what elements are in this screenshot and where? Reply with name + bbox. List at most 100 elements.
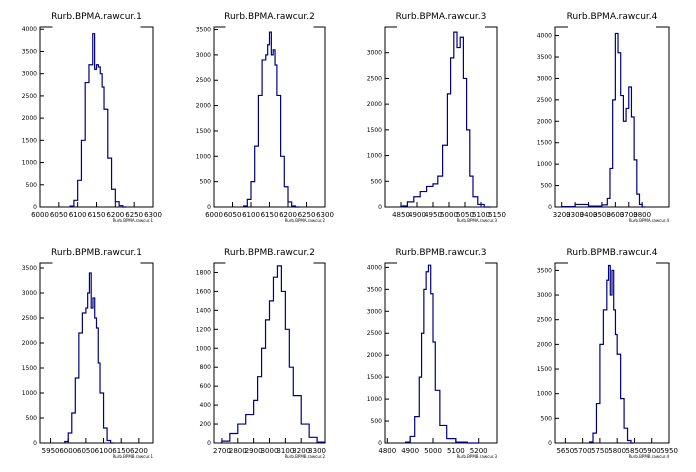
- x-tick-label: 3800: [633, 211, 651, 219]
- y-tick-label: 1000: [537, 391, 552, 398]
- y-tick-label: 2500: [367, 330, 382, 337]
- x-tick-label: 4850: [392, 211, 410, 219]
- x-tick-label: 6250: [298, 211, 316, 219]
- x-tick-label: 3300: [308, 447, 326, 455]
- y-tick-label: 0: [207, 440, 211, 447]
- y-tick-label: 600: [200, 383, 212, 390]
- y-tick-label: 3500: [367, 286, 382, 293]
- title-box: [568, 22, 656, 32]
- x-tick-label: 6200: [106, 211, 124, 219]
- x-tick-label: 5850: [626, 447, 644, 455]
- x-axis-title: Rurb.BPMB.rawcur.4: [629, 454, 670, 459]
- chart-title: Rurb.BPMB.rawcur.2: [224, 248, 315, 258]
- histogram-panel: Rurb.BPMB.rawcur.1 5950 6000 6050 6100 6150 62…: [22, 248, 154, 459]
- x-tick-label: 6000: [59, 447, 77, 455]
- x-tick-label: 6200: [279, 211, 297, 219]
- y-tick-label: 3000: [537, 292, 552, 299]
- x-tick-label: 3600: [606, 211, 624, 219]
- y-tick-label: 500: [26, 182, 38, 189]
- x-axis-title: Rurb.BPMB.rawcur.1: [113, 454, 154, 459]
- chart-title: Rurb.BPMB.rawcur.1: [51, 248, 142, 258]
- y-tick-label: 0: [207, 204, 211, 211]
- y-tick-label: 4000: [367, 264, 382, 271]
- y-tick-label: 500: [26, 415, 38, 422]
- y-tick-label: 2000: [367, 352, 382, 359]
- x-tick-label: 5700: [574, 447, 592, 455]
- x-tick-label: 4800: [378, 447, 396, 455]
- y-tick-label: 500: [200, 179, 212, 186]
- y-tick-label: 800: [200, 364, 212, 371]
- y-tick-label: 2000: [196, 103, 211, 110]
- chart-title: Rurb.BPMA.rawcur.2: [224, 12, 315, 22]
- plot-frame: [213, 26, 326, 208]
- x-tick-label: 5750: [591, 447, 609, 455]
- histogram-series: [588, 264, 635, 444]
- histogram-panel: Rurb.BPMA.rawcur.2 6000 6050 6100 6150 6200 62…: [196, 12, 334, 223]
- histogram-series: [221, 265, 326, 443]
- x-tick-label: 6100: [242, 211, 260, 219]
- y-tick-label: 2000: [537, 341, 552, 348]
- x-tick-label: 6050: [50, 211, 68, 219]
- chart-title: Rurb.BPMA.rawcur.4: [567, 12, 658, 22]
- y-tick-label: 1800: [196, 269, 211, 276]
- x-tick-label: 2700: [213, 447, 231, 455]
- y-tick-label: 1000: [537, 161, 552, 168]
- x-tick-label: 6250: [125, 211, 143, 219]
- y-tick-label: 0: [378, 440, 382, 447]
- title-box: [397, 22, 485, 32]
- y-tick-label: 0: [378, 204, 382, 211]
- plot-frame: [384, 262, 498, 444]
- x-tick-label: 5800: [608, 447, 626, 455]
- y-tick-label: 200: [200, 421, 212, 428]
- y-tick-label: 3000: [22, 71, 37, 78]
- chart-title: Rurb.BPMB.rawcur.4: [567, 248, 658, 258]
- y-tick-label: 400: [200, 402, 212, 409]
- y-tick-label: 500: [541, 415, 553, 422]
- x-tick-label: 5950: [660, 447, 678, 455]
- y-tick-label: 3000: [196, 52, 211, 59]
- x-tick-label: 3200: [553, 211, 571, 219]
- y-tick-label: 1600: [196, 288, 211, 295]
- y-tick-label: 2500: [22, 93, 37, 100]
- x-tick-label: 6050: [224, 211, 242, 219]
- x-tick-label: 3200: [292, 447, 310, 455]
- x-tick-label: 2900: [245, 447, 263, 455]
- x-tick-label: 5050: [456, 211, 474, 219]
- y-tick-label: 2500: [22, 315, 37, 322]
- x-tick-label: 5150: [488, 211, 506, 219]
- title-box: [568, 258, 656, 268]
- histogram-panel: Rurb.BPMB.rawcur.2 2700280029003000310032…: [196, 248, 326, 459]
- x-tick-label: 3300: [566, 211, 584, 219]
- histogram-panel: Rurb.BPMA.rawcur.43200330034003500360037…: [537, 12, 670, 223]
- histogram-panel: Rurb.BPMB.rawcur.3 4800 4900 5000 5100 5200 0 5…: [367, 248, 498, 459]
- x-tick-label: 6300: [316, 211, 334, 219]
- x-tick-label: 6100: [69, 211, 87, 219]
- y-tick-label: 3000: [22, 290, 37, 297]
- y-tick-label: 3000: [537, 75, 552, 82]
- x-tick-label: 3100: [276, 447, 294, 455]
- y-tick-label: 1500: [367, 374, 382, 381]
- x-tick-label: 6150: [88, 211, 106, 219]
- x-tick-label: 5000: [424, 447, 442, 455]
- chart-title: Rurb.BPMA.rawcur.1: [51, 12, 142, 22]
- y-tick-label: 1500: [537, 366, 552, 373]
- x-tick-label: 3700: [620, 211, 638, 219]
- x-tick-label: 4900: [401, 447, 419, 455]
- x-axis-title: Rurb.BPMB.rawcur.2: [285, 454, 326, 459]
- y-tick-label: 2000: [537, 118, 552, 125]
- y-tick-label: 1000: [22, 390, 37, 397]
- y-tick-label: 1500: [22, 137, 37, 144]
- histogram-series: [64, 272, 115, 444]
- y-tick-label: 3500: [22, 265, 37, 272]
- y-tick-label: 3500: [196, 27, 211, 34]
- x-tick-label: 6050: [77, 447, 95, 455]
- x-tick-label: 5100: [447, 447, 465, 455]
- y-tick-label: 1500: [22, 365, 37, 372]
- title-box: [225, 258, 314, 268]
- y-tick-label: 1000: [22, 160, 37, 167]
- title-box: [52, 258, 141, 268]
- y-tick-label: 2500: [537, 317, 552, 324]
- y-tick-label: 2500: [196, 77, 211, 84]
- title-box: [225, 22, 314, 32]
